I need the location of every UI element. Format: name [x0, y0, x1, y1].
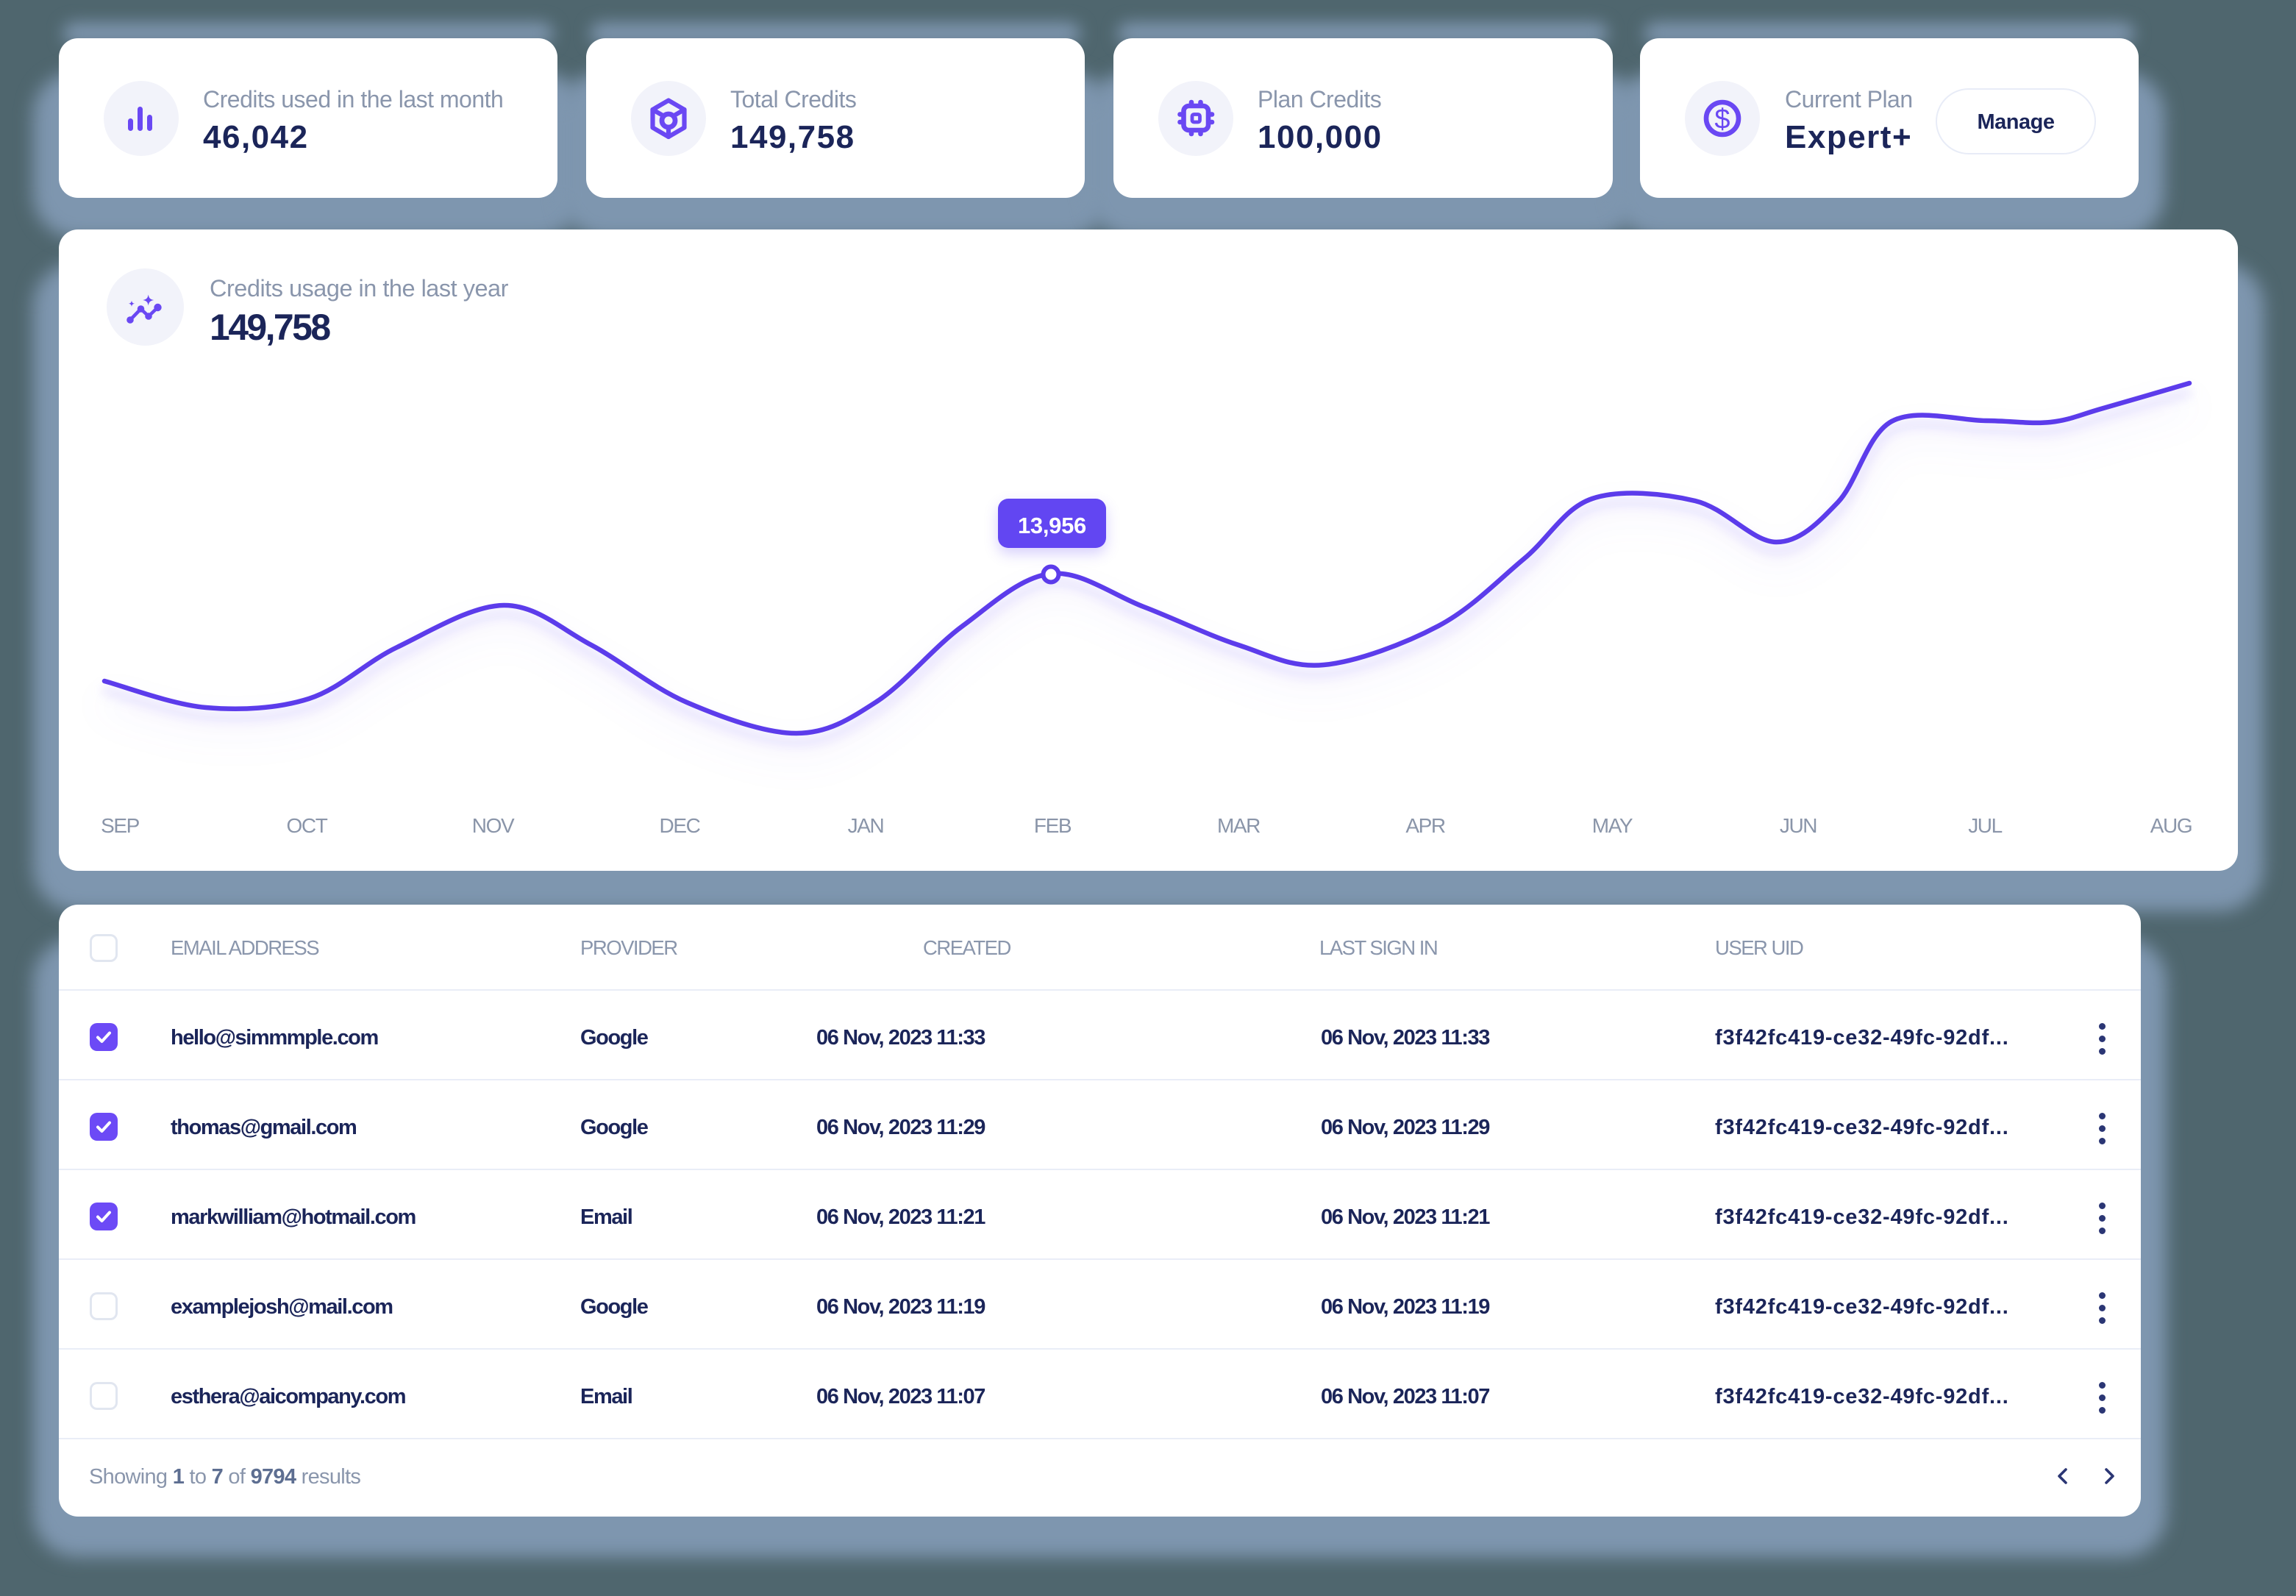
svg-text:$: $ [1714, 104, 1730, 135]
